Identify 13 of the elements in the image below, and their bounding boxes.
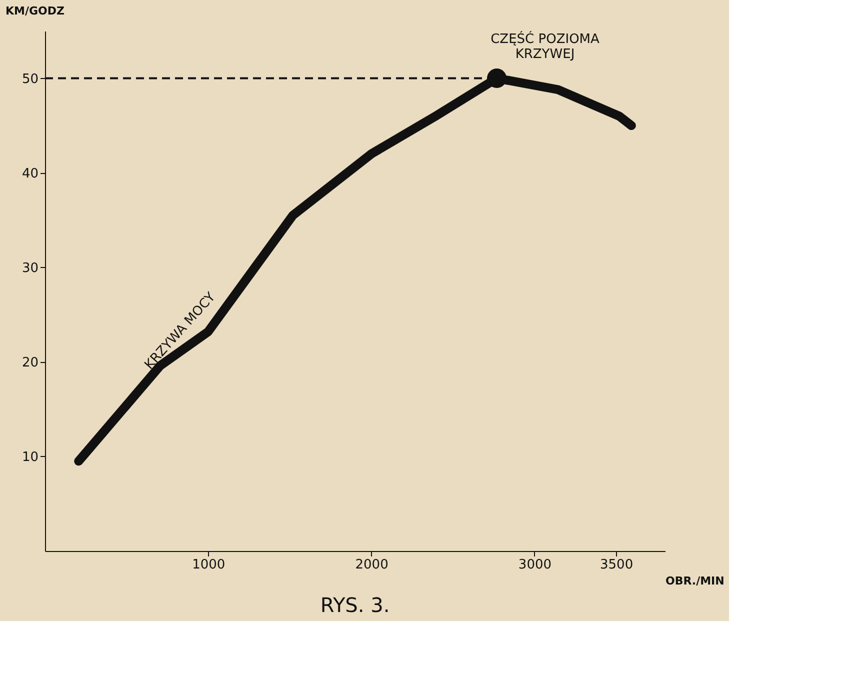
x-tick-label: 2000 xyxy=(355,558,388,572)
x-tick-label: 3000 xyxy=(518,558,552,572)
y-tick-label: 40 xyxy=(22,166,38,182)
x-axis-title: OBR./MIN xyxy=(666,574,724,588)
y-tick-label: 10 xyxy=(22,450,38,465)
y-tick-label: 30 xyxy=(22,260,38,276)
annotation: CZĘŚĆ POZIOMA KRZYWEJ xyxy=(490,30,600,62)
y-axis-title: KM/GODZ xyxy=(6,4,64,18)
y-tick-label: 20 xyxy=(22,355,38,370)
text: RYS. 3. xyxy=(320,593,390,617)
y-tick-label: 50 xyxy=(22,72,38,87)
x-tick-label: 3500 xyxy=(600,558,634,572)
x-tick-label: 1000 xyxy=(192,558,226,572)
